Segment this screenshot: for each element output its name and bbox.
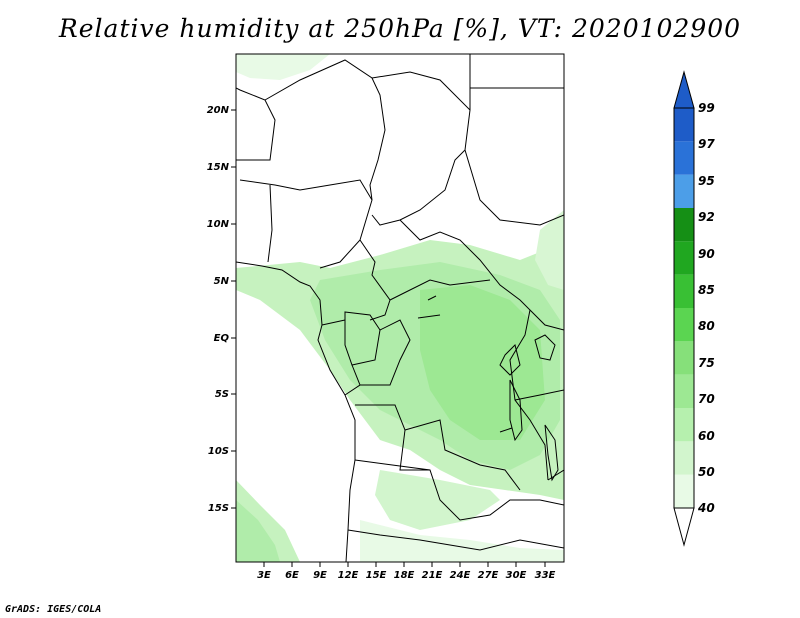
colorbar: 99 97 95 92 90 85 80 75 70 60 50 40 [673,70,715,547]
lat-tick: 10N [207,219,236,230]
lat-label: 20N [207,105,230,116]
lon-tick: 12E [338,562,359,581]
colorbar-band-99-100 [674,108,694,142]
colorbar-band-70-75 [674,374,694,408]
lat-tick: 15S [208,503,236,514]
colorbar-label: 95 [698,174,715,188]
lat-tick: 15N [207,162,236,173]
lat-label: 15N [207,162,230,173]
humidity-region-inner [420,285,545,440]
humidity-region-south [375,470,500,530]
humidity-region-northwest [236,54,330,80]
map-frame [235,53,565,563]
lat-tick: 5N [214,276,236,287]
grads-credit: GrADS: IGES/COLA [5,604,102,615]
colorbar-band-85-90 [674,274,694,308]
lat-label: EQ [214,333,230,344]
colorbar-band-50-60 [674,441,694,475]
humidity-region-southcentral [360,520,564,562]
colorbar-label: 90 [698,247,715,261]
lon-label: 15E [366,570,387,581]
lat-label: 15S [208,503,229,514]
lat-label: 5N [214,276,230,287]
lat-label: 5S [215,389,229,400]
boundaries [236,54,564,562]
colorbar-label: 85 [698,283,715,297]
colorbar-band-97-99 [674,141,694,175]
colorbar-label: 99 [698,101,715,115]
lon-label: 24E [450,570,471,581]
lon-label: 21E [422,570,443,581]
colorbar-band-60-70 [674,408,694,442]
chart-title: Relative humidity at 250hPa [%], VT: 202… [58,14,742,43]
lon-label: 30E [506,570,527,581]
lon-tick: 33E [535,562,556,581]
humidity-region-east [535,210,564,290]
colorbar-label: 70 [698,392,715,406]
lon-label: 6E [285,570,299,581]
colorbar-band-90-92 [674,241,694,275]
lon-label: 3E [257,570,271,581]
lon-tick: 30E [506,562,527,581]
lat-tick: 20N [207,105,236,116]
lon-label: 33E [535,570,556,581]
lon-label: 12E [338,570,359,581]
lon-tick: 27E [478,562,499,581]
lon-label: 27E [478,570,499,581]
colorbar-band-95-97 [674,174,694,208]
lon-tick: 24E [450,562,471,581]
humidity-region-southwest-inner [236,500,280,562]
lon-label: 18E [394,570,415,581]
lon-tick: 3E [257,562,271,581]
latitude-axis: 20N 15N 10N 5N EQ 5S 10S 15S [207,105,236,514]
humidity-field [236,54,564,562]
lon-label: 9E [313,570,327,581]
lon-tick: 6E [285,562,299,581]
colorbar-label: 75 [698,356,715,370]
colorbar-band-40-50 [674,474,694,508]
lat-tick: 10S [208,446,236,457]
colorbar-label: 60 [698,429,715,443]
lat-tick: 5S [215,389,236,400]
colorbar-band-80-85 [674,308,694,342]
lat-label: 10S [208,446,229,457]
colorbar-top-arrow [673,70,695,109]
lat-label: 10N [207,219,230,230]
colorbar-band-92-95 [674,208,694,242]
colorbar-label: 80 [698,319,715,333]
colorbar-label: 50 [698,465,715,479]
colorbar-label: 40 [697,501,715,515]
lat-tick: EQ [214,333,236,344]
lon-tick: 18E [394,562,415,581]
lon-tick: 15E [366,562,387,581]
lon-tick: 9E [313,562,327,581]
colorbar-bottom-arrow [673,507,695,547]
colorbar-label: 97 [698,137,715,151]
colorbar-label: 92 [698,210,715,224]
colorbar-frame [673,107,695,509]
lon-tick: 21E [422,562,443,581]
longitude-axis: 3E 6E 9E 12E 15E 18E 21E 24E 27E 30E 33E [257,562,556,581]
colorbar-band-75-80 [674,341,694,375]
